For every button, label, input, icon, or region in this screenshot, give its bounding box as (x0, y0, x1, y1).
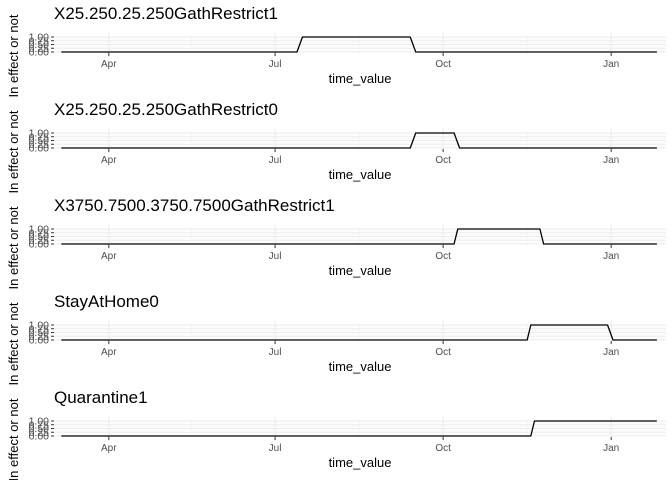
y-tick-label: 1.00 (29, 32, 50, 44)
y-tick-label: 0.75 (29, 419, 50, 431)
facet-panel: StayAtHome0 1.000.750.500.250.00 Apr Jul Oct… (29, 292, 666, 374)
y-tick-label: 0.00 (29, 239, 50, 251)
series-line (61, 324, 657, 341)
y-tick-label: 0.00 (29, 335, 50, 347)
panel-title: X25.250.25.250GathRestrict0 (54, 100, 278, 119)
y-axis-title: In effect or not (6, 110, 21, 193)
x-tick-label: Jan (603, 251, 619, 262)
series-line (61, 228, 657, 245)
y-tick-label: 1.00 (29, 416, 50, 428)
x-axis-title: time_value (329, 71, 392, 86)
series-line (61, 420, 657, 437)
y-tick-label: 0.00 (29, 47, 50, 59)
x-tick-label: Jul (269, 347, 282, 358)
y-tick-label: 0.75 (29, 35, 50, 47)
x-tick-label: Jan (603, 347, 619, 358)
y-tick-label: 0.25 (29, 235, 50, 247)
y-tick-label: 0.25 (29, 427, 50, 439)
y-tick-label: 1.00 (29, 128, 50, 140)
panel-title: StayAtHome0 (54, 292, 159, 311)
y-tick-label: 0.50 (29, 423, 50, 435)
facet-panel: X3750.7500.3750.7500GathRestrict1 1.000.7… (29, 196, 666, 278)
x-axis-title: time_value (329, 167, 392, 182)
x-tick-label: Oct (435, 155, 451, 166)
y-tick-label: 0.25 (29, 139, 50, 151)
panel-title: Quarantine1 (54, 388, 148, 407)
x-tick-label: Jan (603, 59, 619, 70)
x-tick-label: Jan (603, 155, 619, 166)
x-tick-label: Oct (435, 251, 451, 262)
panel-title: X25.250.25.250GathRestrict1 (54, 4, 278, 23)
x-tick-label: Apr (101, 251, 117, 262)
y-axis-title: In effect or not (6, 14, 21, 97)
x-tick-label: Apr (101, 59, 117, 70)
x-tick-label: Jul (269, 155, 282, 166)
facet-panel: X25.250.25.250GathRestrict0 1.000.750.500… (29, 100, 666, 182)
x-tick-label: Apr (101, 443, 117, 454)
x-tick-label: Oct (435, 347, 451, 358)
x-tick-label: Jul (269, 443, 282, 454)
series-line (61, 132, 657, 149)
x-tick-label: Jul (269, 59, 282, 70)
panel-title: X3750.7500.3750.7500GathRestrict1 (54, 196, 335, 215)
x-tick-label: Apr (101, 347, 117, 358)
y-tick-label: 0.50 (29, 39, 50, 51)
x-tick-label: Oct (435, 443, 451, 454)
x-axis-title: time_value (329, 359, 392, 374)
facet-panel: X25.250.25.250GathRestrict1 1.000.750.500… (29, 4, 666, 86)
y-tick-label: 0.75 (29, 227, 50, 239)
y-tick-label: 0.25 (29, 43, 50, 55)
y-axis-title: In effect or not (6, 302, 21, 385)
y-tick-label: 1.00 (29, 224, 50, 236)
x-tick-label: Jul (269, 251, 282, 262)
y-tick-label: 0.50 (29, 231, 50, 243)
series-line (61, 36, 657, 53)
x-tick-label: Jan (603, 443, 619, 454)
x-axis-title: time_value (329, 263, 392, 278)
y-tick-label: 1.00 (29, 320, 50, 332)
y-tick-label: 0.25 (29, 331, 50, 343)
y-tick-label: 0.50 (29, 327, 50, 339)
y-tick-label: 0.50 (29, 135, 50, 147)
x-tick-label: Oct (435, 59, 451, 70)
x-tick-label: Apr (101, 155, 117, 166)
y-tick-label: 0.00 (29, 143, 50, 155)
y-axis-title: In effect or not (6, 398, 21, 480)
y-tick-label: 0.00 (29, 431, 50, 443)
y-tick-label: 0.75 (29, 131, 50, 143)
y-tick-label: 0.75 (29, 323, 50, 335)
x-axis-title: time_value (329, 455, 392, 470)
facet-panel: Quarantine1 1.000.750.500.250.00 Apr Jul Oct… (29, 388, 666, 470)
y-axis-title: In effect or not (6, 206, 21, 289)
